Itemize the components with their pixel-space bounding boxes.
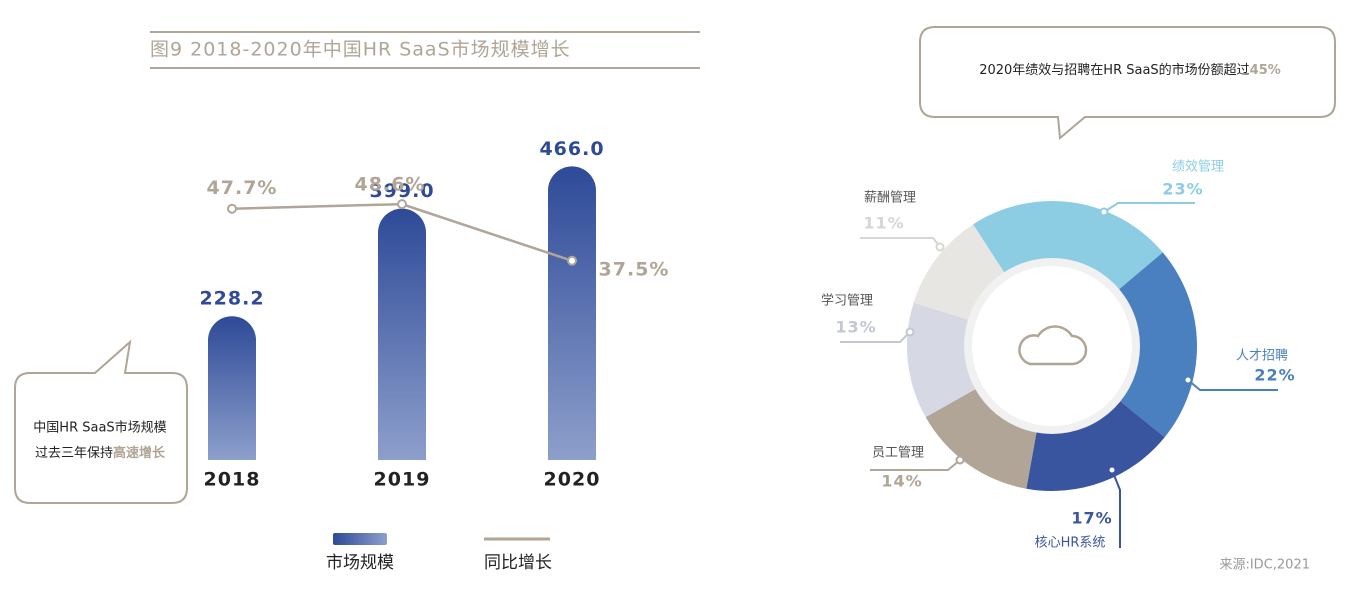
- legend-label: 同比增长: [484, 553, 552, 573]
- bar: [208, 316, 256, 460]
- leader-dot: [1107, 465, 1117, 475]
- value-label: 399.0: [369, 180, 434, 202]
- leader-dot: [1183, 375, 1193, 385]
- callout-bubble: [919, 26, 1336, 140]
- category-label: 薪酬管理: [864, 191, 916, 206]
- leader-line: [1111, 469, 1121, 548]
- value-label: 48.6%: [355, 174, 426, 196]
- line-point: [397, 199, 407, 210]
- value-label: 13%: [835, 318, 876, 337]
- source: 来源:IDC,2021: [1219, 558, 1310, 573]
- callout-bubble: [14, 339, 188, 504]
- annotation: 中国HR SaaS市场规模: [33, 420, 166, 436]
- donut-segment: [1111, 252, 1197, 438]
- value-label: 228.2: [199, 288, 264, 310]
- donut-segment: [925, 384, 1039, 489]
- annotation-highlight: 45%: [1250, 63, 1281, 78]
- donut-segment: [1026, 395, 1165, 492]
- annotation-highlight: 高速增长: [113, 445, 166, 461]
- annotation: 2020年绩效与招聘在HR SaaS的市场份额超过45%: [979, 62, 1281, 78]
- annotation: 过去三年保持高速增长: [35, 445, 166, 461]
- line-point: [227, 203, 237, 214]
- value-label: 14%: [881, 472, 922, 491]
- leader-line: [860, 237, 941, 248]
- chart-title: 图9 2018-2020年中国HR SaaS市场规模增长: [150, 39, 571, 61]
- leader-dot: [955, 455, 965, 465]
- value-label: 22%: [1254, 366, 1295, 385]
- line-point: [567, 255, 577, 266]
- donut-hole: [972, 266, 1132, 426]
- annotation: 过去三年保持: [35, 446, 113, 461]
- leader-dot: [935, 242, 945, 252]
- leader-line: [1103, 202, 1195, 213]
- leader-line: [840, 331, 911, 343]
- legend-label: 市场规模: [326, 553, 394, 573]
- x-tick-label: 2018: [204, 469, 261, 491]
- category-label: 学习管理: [821, 293, 873, 309]
- leader-line: [870, 459, 961, 471]
- value-label: 17%: [1071, 509, 1112, 528]
- value-label: 11%: [863, 214, 904, 233]
- x-tick-label: 2019: [374, 469, 431, 491]
- value-label: 23%: [1162, 180, 1203, 199]
- category-label: 人才招聘: [1236, 349, 1288, 364]
- leader-dot: [1099, 207, 1109, 217]
- legend-swatch: [333, 533, 387, 545]
- leader-dot: [905, 327, 915, 337]
- x-tick-label: 2020: [544, 469, 601, 491]
- category-label: 核心HR系统: [1035, 536, 1106, 551]
- donut-segment: [907, 302, 985, 418]
- value-label: 47.7%: [207, 177, 278, 199]
- leader-line: [1187, 379, 1278, 391]
- bar: [548, 166, 596, 460]
- category-label: 绩效管理: [1172, 160, 1224, 175]
- annotation: 2020年绩效与招聘在HR SaaS的市场份额超过: [979, 62, 1249, 78]
- value-label: 37.5%: [599, 258, 670, 280]
- value-label: 466.0: [539, 138, 604, 160]
- bar: [378, 208, 426, 460]
- cloud-icon: [1018, 325, 1088, 366]
- category-label: 员工管理: [872, 446, 924, 461]
